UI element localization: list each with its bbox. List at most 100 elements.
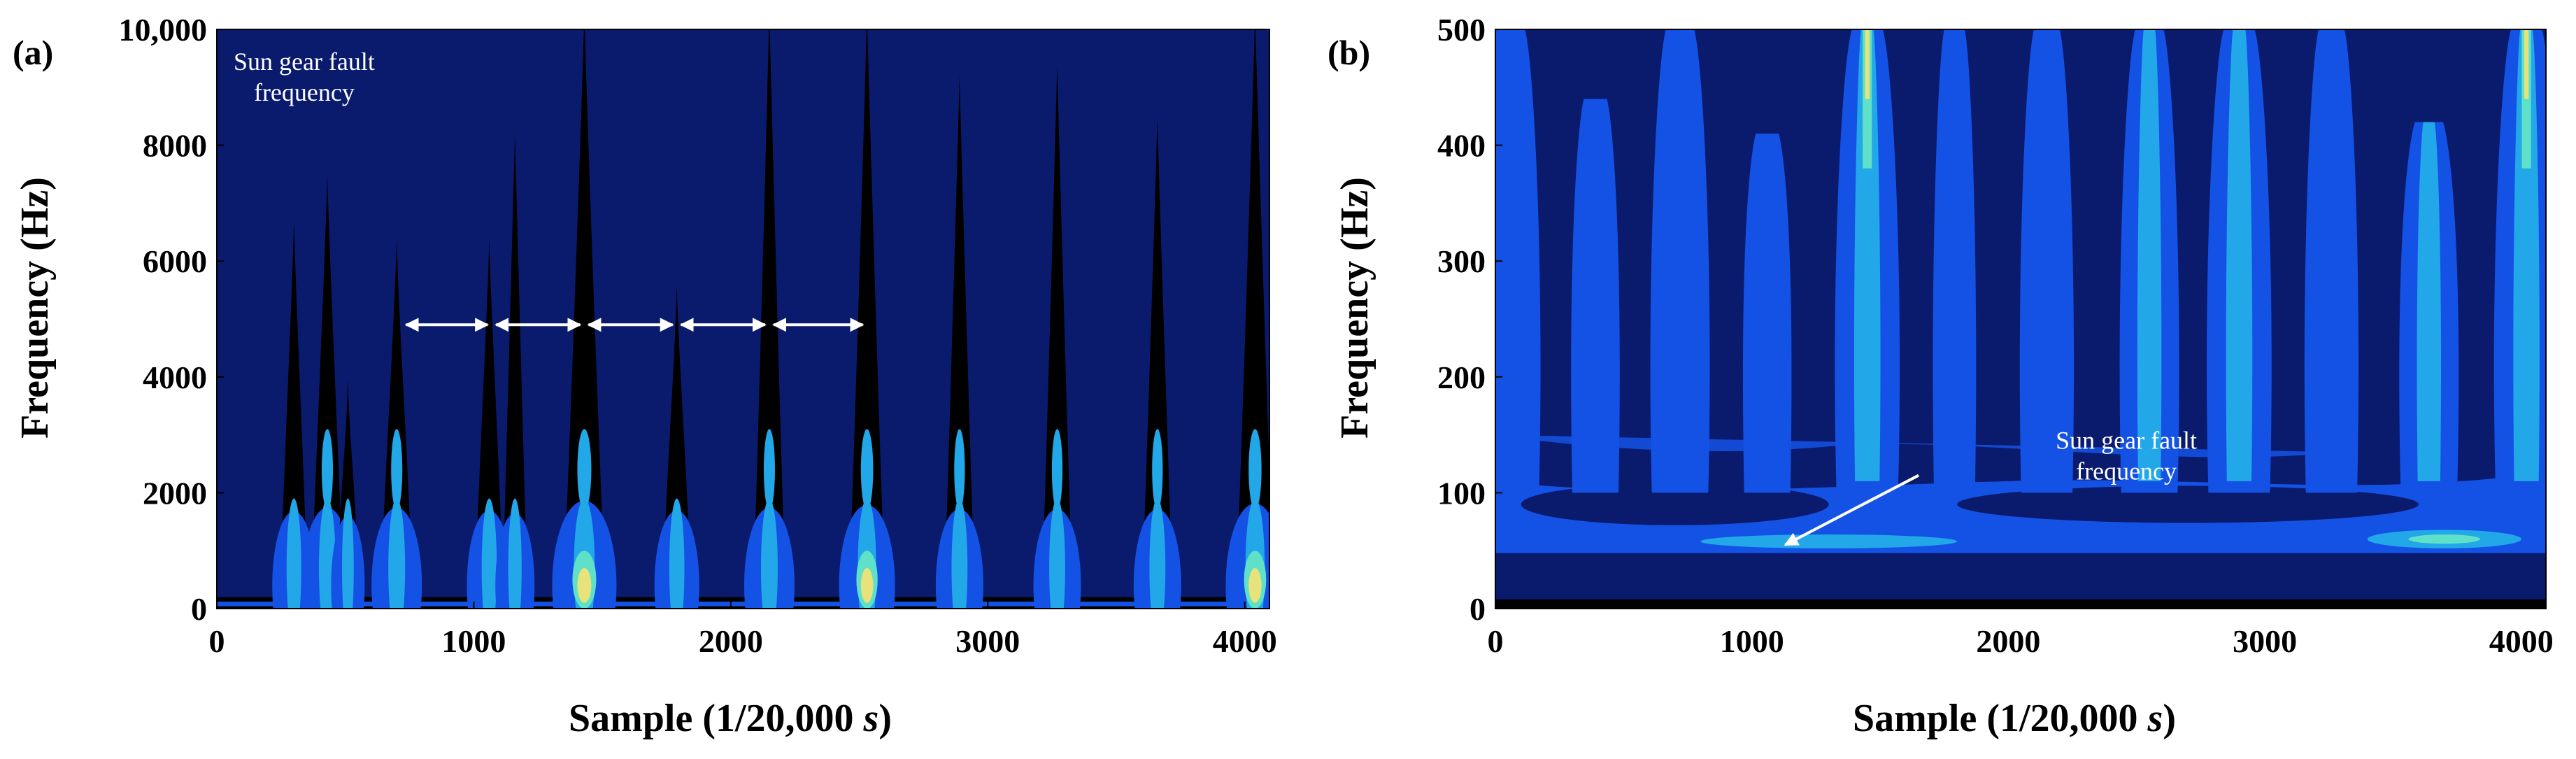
panel-b-fault-band-peak	[2408, 534, 2481, 544]
panel-b-xtick-label: 0	[1488, 623, 1504, 659]
panel-a-impulse-core	[388, 498, 406, 609]
panel-b-contours	[1495, 29, 2546, 609]
panel-a-impulse-core	[481, 498, 497, 609]
panel-a-impulse-core	[341, 498, 354, 609]
panel-b-column	[1571, 99, 1620, 493]
panel-a-ytick-label: 10,000	[119, 12, 208, 48]
panel-a-xtick-label: 4000	[1213, 623, 1277, 659]
panel-b-trough-right	[1957, 485, 2419, 523]
panel-b-annotation-line2: frequency	[2076, 457, 2177, 485]
panel-a-impulse-spike	[848, 29, 886, 609]
panel-a-annotation-line1: Sun gear fault	[234, 48, 375, 76]
panel-a-xlabel: Sample (1/20,000 s)	[569, 697, 892, 740]
panel-a-impulse-peak	[577, 568, 592, 603]
panel-a-label: (a)	[13, 33, 53, 72]
panel-b-ytick-label: 500	[1437, 12, 1486, 48]
panel-a-ticks: 0 1000 2000 3000 4000 0 2000 4000 6000 8000 10,000	[119, 12, 1277, 659]
panel-a-impulse-spike	[310, 174, 344, 609]
panel-a-xtick-label: 0	[209, 623, 225, 659]
panel-b-trough-left	[1521, 483, 1829, 525]
panel-a-xlabel-main: Sample (1/20,000	[569, 697, 864, 740]
panel-b-fault-band-hot-left	[1700, 534, 1958, 548]
panel-a-impulse-core	[669, 498, 685, 609]
panel-a-impulse-core	[1149, 498, 1166, 609]
panel-b-ylabel: Frequency (Hz)	[1333, 177, 1376, 439]
panel-b-plot: Sun gear fault frequency	[1495, 29, 2547, 609]
panel-b-column	[1495, 29, 1541, 493]
panel-a-impulse-mid	[391, 429, 403, 511]
panel-b-ytick-label: 300	[1437, 243, 1486, 279]
panel-a-ylabel: Frequency (Hz)	[13, 177, 57, 439]
panel-b-column	[1650, 29, 1710, 493]
panel-a-impulse-mid	[954, 429, 965, 511]
panel-a-impulse-core	[760, 498, 778, 609]
panel-b-frame	[1495, 29, 2547, 609]
panel-b-column-core	[2137, 29, 2162, 481]
panel-a-xlabel-end: )	[878, 697, 892, 740]
panel-a-frame	[216, 29, 1270, 609]
panel-a-impulse-mid	[1051, 429, 1063, 511]
panel-b-ytick-label: 200	[1437, 360, 1486, 395]
panel-a-background	[217, 29, 1269, 609]
panel-a-impulse-mid	[860, 429, 874, 511]
panel-a-ytick-label: 2000	[143, 475, 207, 511]
panel-b-xtick-label: 3000	[2233, 623, 2297, 659]
panel-b-column-peak	[1865, 29, 1870, 99]
panel-a-contours	[217, 29, 1269, 609]
panel-b-ytick-label: 100	[1437, 475, 1486, 511]
panel-b-xlabel-main: Sample (1/20,000	[1853, 697, 2148, 740]
panel-a-xtick-label: 3000	[955, 623, 1020, 659]
panel-b-column-core	[2513, 29, 2540, 481]
panel-a-floor-band-inner	[217, 602, 1269, 607]
panel-b-xtick-label: 4000	[2489, 623, 2554, 659]
panel-b-xtick-label: 1000	[1720, 623, 1784, 659]
panel-a-impulse-spike	[944, 76, 976, 609]
panel-a-impulse-mid	[577, 429, 592, 511]
panel-b-column-core	[1853, 29, 1881, 481]
panel-b-xlabel-end: )	[2163, 697, 2176, 740]
panel-b-ytick-label: 400	[1437, 128, 1486, 164]
panel-a-xtick-label: 2000	[699, 623, 763, 659]
panel-a-impulse-spike	[501, 134, 528, 609]
panel-b-column	[1933, 29, 1977, 493]
panel-a-xtick-label: 1000	[441, 623, 506, 659]
panel-a-impulse-spike	[752, 29, 786, 609]
panel-b-xlabel-unit: s	[2147, 697, 2163, 740]
panel-a-impulse-peak	[1248, 568, 1262, 603]
panel-b-ticks: 0 1000 2000 3000 4000 0 100 200 300 400 500	[1437, 12, 2554, 659]
panel-a-ytick-label: 6000	[143, 243, 207, 279]
panel-a-ytick-label: 8000	[143, 128, 207, 164]
panel-b-label: (b)	[1328, 33, 1370, 72]
panel-a-impulse-core	[286, 498, 301, 609]
panel-b-annotation-arrow	[1784, 474, 1919, 546]
panel-a-impulse-spike	[279, 220, 308, 609]
panel-a-impulse-mid	[321, 429, 333, 511]
panel-a-impulse-spike	[1041, 64, 1074, 609]
panel-b-column	[1742, 134, 1792, 493]
panel-b-annotation-line1: Sun gear fault	[2056, 426, 2197, 454]
panel-b-bottom-edge	[1495, 599, 2546, 609]
panel-a-impulse-mid	[1152, 429, 1163, 511]
panel-a-ytick-label: 4000	[143, 360, 207, 395]
panel-b-ytick-label: 0	[1470, 591, 1486, 627]
panel-a-ytick-label: 0	[191, 591, 207, 627]
panel-a-annotation-line2: frequency	[254, 78, 355, 106]
panel-b-xlabel: Sample (1/20,000 s)	[1853, 697, 2176, 740]
panel-a-impulse-spike	[1141, 116, 1174, 609]
panel-a-impulse-peak	[860, 568, 874, 603]
panel-b-column-core	[2417, 122, 2442, 481]
panel-b-xtick-label: 2000	[1976, 623, 2040, 659]
panel-b-column	[2019, 29, 2075, 493]
panel-a-impulse-core	[1049, 498, 1065, 609]
panel-b-column	[2304, 29, 2359, 493]
panel-a-impulse-core	[508, 498, 522, 609]
panel-a-impulse-mid	[1248, 429, 1262, 511]
panel-a-impulse-core	[951, 498, 968, 609]
panel-b-column-peak	[2524, 29, 2529, 99]
panel-a-xlabel-unit: s	[863, 697, 879, 740]
panel-a-impulse-spike	[562, 29, 606, 609]
